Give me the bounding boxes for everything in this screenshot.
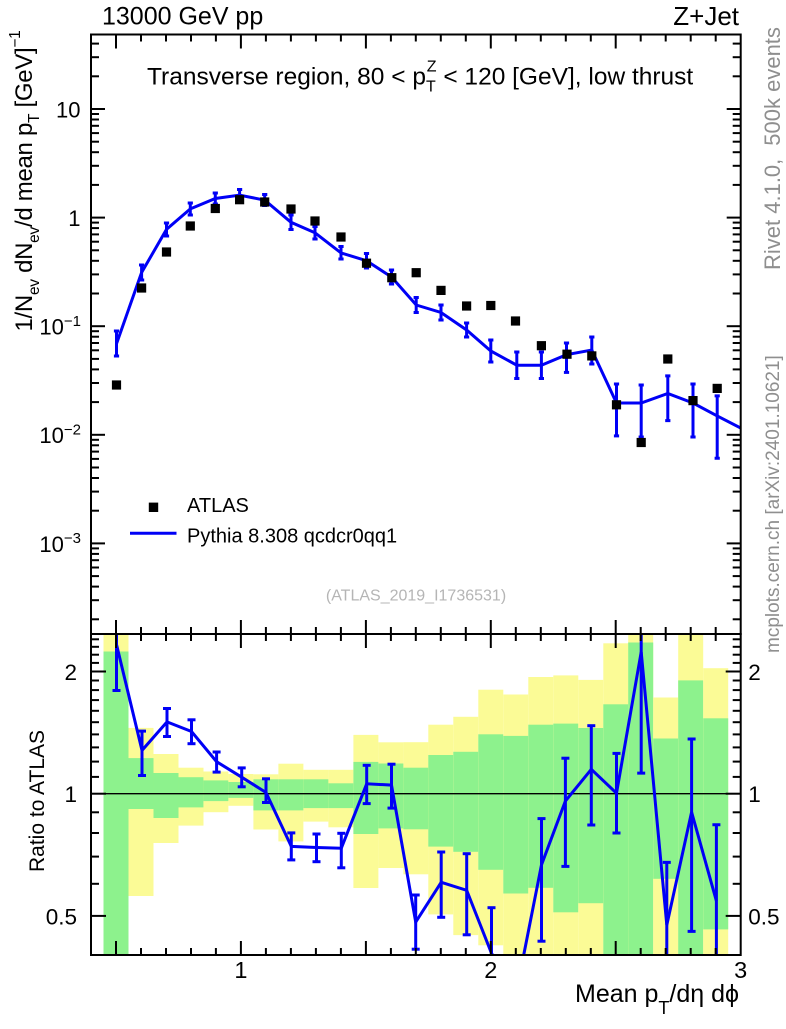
svg-text:mcplots.cern.ch [arXiv:2401.10: mcplots.cern.ch [arXiv:2401.10621] [763, 355, 784, 653]
svg-text:1: 1 [748, 782, 761, 807]
svg-text:Ratio to ATLAS: Ratio to ATLAS [26, 730, 49, 872]
svg-text:2: 2 [484, 957, 497, 983]
svg-text:0.5: 0.5 [748, 904, 779, 929]
svg-text:Z+Jet: Z+Jet [673, 1, 740, 31]
svg-text:Pythia 8.308 qcdcr0qq1: Pythia 8.308 qcdcr0qq1 [187, 526, 397, 548]
svg-text:1: 1 [234, 957, 247, 983]
svg-text:13000 GeV pp: 13000 GeV pp [102, 3, 263, 31]
svg-text:ATLAS: ATLAS [187, 495, 249, 517]
svg-text:0.5: 0.5 [46, 904, 77, 929]
svg-text:2: 2 [64, 660, 77, 685]
svg-text:1: 1 [64, 782, 77, 807]
svg-text:(ATLAS_2019_I1736531): (ATLAS_2019_I1736531) [326, 588, 506, 605]
svg-text:3: 3 [734, 957, 747, 983]
svg-text:10: 10 [56, 97, 80, 122]
svg-text:2: 2 [748, 660, 761, 685]
svg-text:Transverse region, 80 < pTZ <: Transverse region, 80 < pTZ < 120 [GeV],… [147, 59, 693, 96]
svg-text:1: 1 [68, 206, 80, 231]
